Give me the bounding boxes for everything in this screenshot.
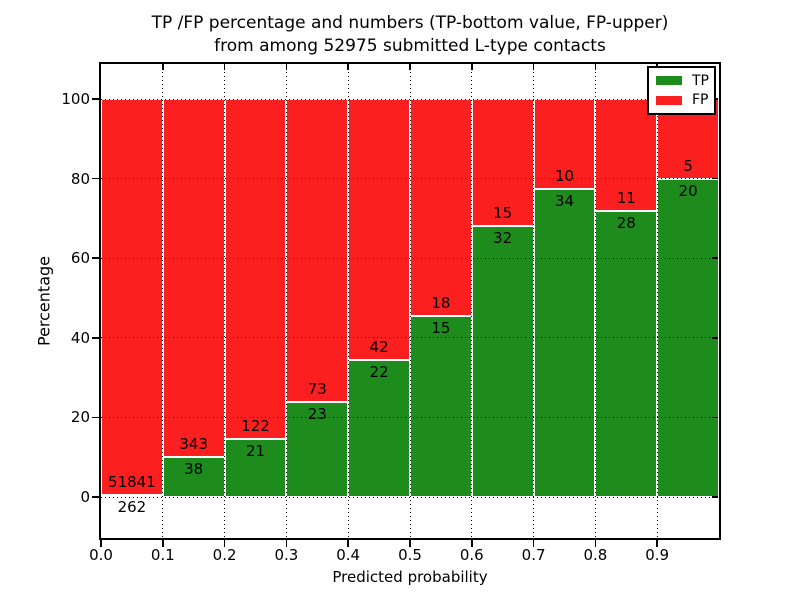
x-tick-0.5 <box>409 540 411 547</box>
bar-segment-fp-0.0-0.1 <box>101 99 163 495</box>
x-tick-0.1 <box>162 540 164 547</box>
y-tick-label-80: 80 <box>70 169 90 188</box>
x-axis-label: Predicted probability <box>332 568 488 586</box>
y-tick-0 <box>92 496 99 498</box>
fp-count-label-0.8-0.9: 11 <box>616 189 636 208</box>
y-tick-60 <box>92 257 99 259</box>
fp-legend-label: FP <box>692 92 709 109</box>
y-tick-label-20: 20 <box>70 408 90 427</box>
fp-count-label-0.3-0.4: 73 <box>307 379 327 398</box>
tp-count-label-0.8-0.9: 28 <box>616 214 636 233</box>
x-tick-label-0.5: 0.5 <box>398 546 422 564</box>
tp-count-label-0.3-0.4: 23 <box>307 404 327 423</box>
bar-segment-fp-0.8-0.9 <box>595 99 658 212</box>
y-tick-40 <box>92 337 99 339</box>
x-tick-label-0.9: 0.9 <box>645 546 670 564</box>
chart-title-line1: TP /FP percentage and numbers (TP-bottom… <box>151 13 669 33</box>
tp-legend-swatch <box>656 76 682 86</box>
tp-count-label-0.5-0.6: 15 <box>431 319 451 338</box>
x-tick-top-0.5 <box>409 64 411 70</box>
x-tick-label-0.2: 0.2 <box>212 546 237 564</box>
x-tick-top-0.8 <box>594 64 597 70</box>
tp-count-label-0.2-0.3: 21 <box>245 441 266 460</box>
x-tick-label-0.7: 0.7 <box>521 546 546 564</box>
bar-segment-fp-0.4-0.5 <box>348 99 410 361</box>
legend-entry-fp: FP <box>649 93 714 107</box>
y-tick-100 <box>92 98 99 100</box>
tp-count-label-0.7-0.8: 34 <box>554 192 575 211</box>
y-tick-right-20 <box>712 416 718 419</box>
tp-count-label-0.1-0.2: 38 <box>184 460 204 479</box>
y-tick-right-0 <box>712 496 718 498</box>
fp-count-label-0.2-0.3: 122 <box>241 416 270 435</box>
x-tick-0.7 <box>532 540 535 547</box>
x-tick-top-0.1 <box>162 64 164 70</box>
fp-count-label-0.6-0.7: 15 <box>493 204 513 222</box>
bar-segment-fp-0.2-0.3 <box>224 99 287 439</box>
fp-count-label-0.1-0.2: 343 <box>179 435 209 454</box>
y-tick-80 <box>92 177 99 180</box>
fp-count-label-0.9-1.0: 5 <box>683 156 693 175</box>
tp-count-label-0.6-0.7: 32 <box>493 229 513 247</box>
gridline-x-0.7 <box>533 64 535 538</box>
tp-count-label-0.9-1.0: 20 <box>678 181 698 200</box>
y-tick-20 <box>92 416 99 419</box>
y-tick-label-40: 40 <box>70 328 90 347</box>
bar-segment-fp-0.7-0.8 <box>533 99 596 190</box>
gridline-x-0.4 <box>347 64 349 538</box>
x-tick-label-0.8: 0.8 <box>583 546 608 564</box>
x-tick-label-0.6: 0.6 <box>459 546 484 564</box>
x-tick-0.8 <box>594 540 597 547</box>
fp-legend-swatch <box>656 95 682 105</box>
x-tick-top-0.6 <box>471 64 473 70</box>
gridline-x-0.3 <box>285 64 287 538</box>
x-tick-0.3 <box>285 540 288 547</box>
bar-segment-tp-0.4-0.5 <box>348 360 410 497</box>
fp-count-label-0.5-0.6: 18 <box>431 294 451 313</box>
gridline-x-0.6 <box>471 64 473 538</box>
x-tick-top-0.7 <box>532 64 535 70</box>
x-tick-label-0.1: 0.1 <box>150 546 175 564</box>
bar-segment-tp-0.6-0.7 <box>471 226 534 497</box>
x-tick-label-0.4: 0.4 <box>336 546 361 564</box>
bar-segment-tp-0.8-0.9 <box>595 211 658 497</box>
fp-count-label-0.4-0.5: 42 <box>369 338 389 357</box>
legend-entry-tp: TP <box>649 74 714 88</box>
bar-segment-fp-0.5-0.6 <box>410 99 472 317</box>
x-tick-label-0.3: 0.3 <box>274 546 299 564</box>
bar-segment-fp-0.6-0.7 <box>471 99 534 226</box>
chart-title-line2: from among 52975 submitted L-type contac… <box>214 36 606 56</box>
x-tick-0 <box>100 540 102 547</box>
x-tick-0.6 <box>471 540 473 547</box>
x-tick-top-0.2 <box>223 64 226 70</box>
gridline-x-0.1 <box>162 64 164 538</box>
x-tick-0.4 <box>347 540 349 547</box>
y-tick-label-60: 60 <box>70 249 90 268</box>
plot-area: 51841 262 343 38 122 21 73 23 42 22 18 15 15 32 10 34 11… <box>99 62 721 540</box>
gridline-x-0.9 <box>656 64 658 538</box>
y-tick-label-0: 0 <box>80 488 90 506</box>
x-tick-0.2 <box>223 540 226 547</box>
tp-count-label-0.4-0.5: 22 <box>369 363 389 382</box>
y-tick-label-100: 100 <box>61 90 90 108</box>
legend: TP FP <box>647 66 716 115</box>
x-tick-top-0.4 <box>347 64 349 70</box>
bar-segment-fp-0.3-0.4 <box>286 99 349 402</box>
fp-count-label-0.7-0.8: 10 <box>554 167 575 186</box>
fp-count-label-0.0-0.1: 51841 <box>108 473 156 491</box>
bar-segment-fp-0.1-0.2 <box>162 99 225 458</box>
y-tick-right-80 <box>712 177 718 180</box>
y-tick-right-60 <box>712 257 718 259</box>
x-tick-top-0.3 <box>285 64 288 70</box>
y-tick-right-40 <box>712 337 718 339</box>
gridline-x-0.5 <box>409 64 411 538</box>
gridline-x-0.8 <box>594 64 596 538</box>
x-tick-0.9 <box>656 540 658 547</box>
x-tick-label-0: 0.0 <box>89 546 113 564</box>
tp-count-label-0.0-0.1: 262 <box>117 498 147 516</box>
gridline-x-0.2 <box>224 64 226 538</box>
tp-legend-label: TP <box>692 72 709 89</box>
